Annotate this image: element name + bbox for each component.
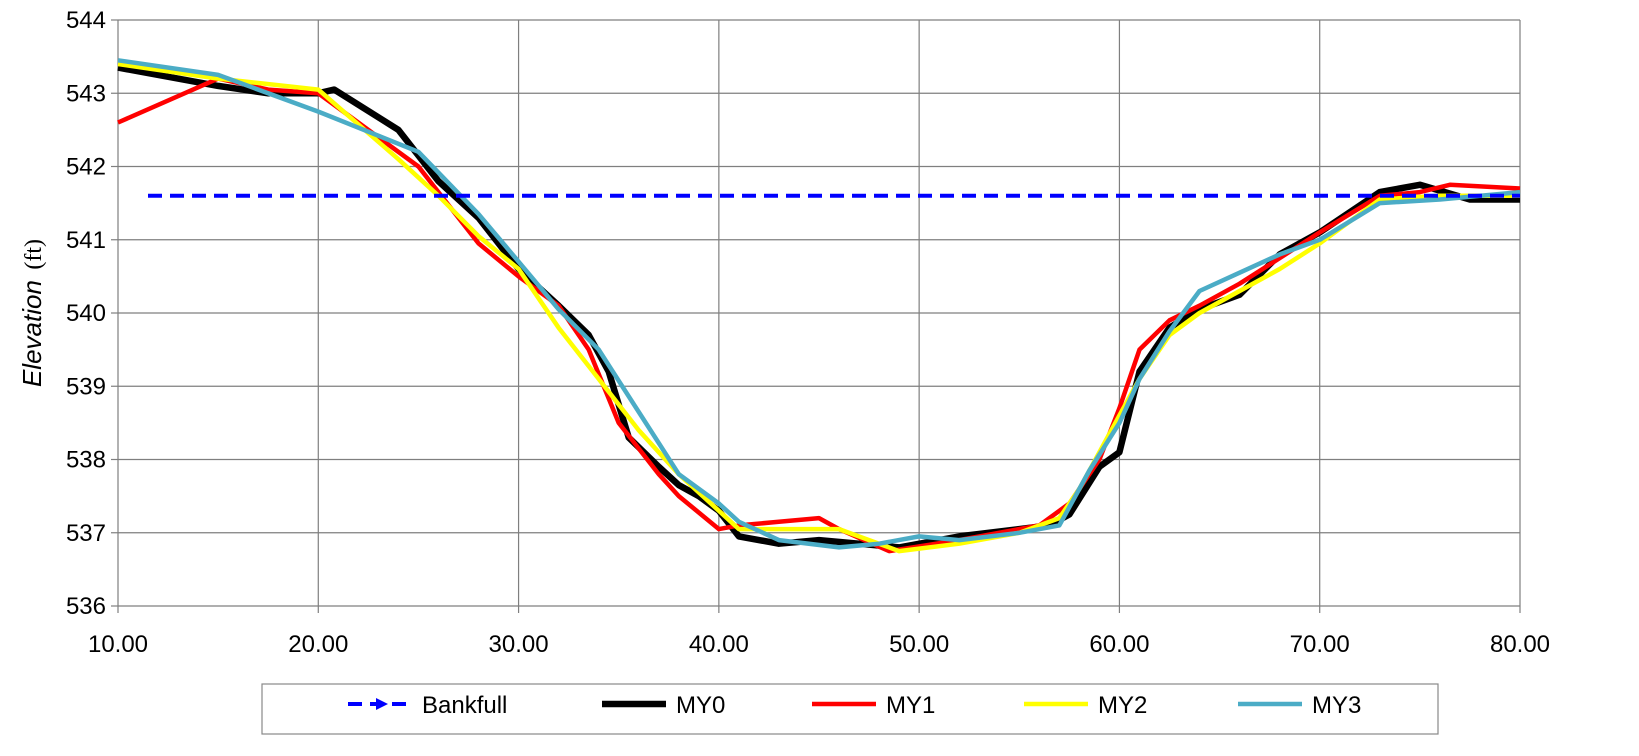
legend-label-my1: MY1 (886, 692, 935, 719)
legend-label-my2: MY2 (1098, 692, 1147, 719)
y-axis-label: Elevation (ft) (17, 239, 47, 387)
x-tick-label: 20.00 (288, 631, 348, 658)
y-tick-label: 539 (66, 373, 106, 400)
y-tick-label: 536 (66, 593, 106, 620)
legend-label-bankfull: Bankfull (422, 692, 507, 719)
y-tick-label: 544 (66, 7, 106, 34)
x-tick-label: 10.00 (88, 631, 148, 658)
y-tick-label: 537 (66, 520, 106, 547)
x-tick-label: 70.00 (1290, 631, 1350, 658)
legend-box (261, 683, 1439, 735)
y-tick-label: 541 (66, 227, 106, 254)
series-line-my2 (117, 61, 1520, 554)
x-tick-label: 80.00 (1490, 631, 1550, 658)
y-axis-label-unit: (ft) (21, 239, 47, 270)
y-axis-ticks: 536 537 538 539 540 541 542 543 544 (66, 7, 118, 620)
series-lines (117, 58, 1521, 554)
x-tick-label: 50.00 (889, 631, 949, 658)
x-tick-label: 60.00 (1089, 631, 1149, 658)
x-tick-label: 30.00 (489, 631, 549, 658)
legend: Bankfull MY0 MY1 MY2 MY3 (261, 683, 1439, 735)
y-tick-label: 543 (66, 80, 106, 107)
x-axis-ticks: 10.00 20.00 30.00 40.00 50.00 60.00 70.00 80.00 (88, 606, 1550, 658)
y-tick-label: 542 (66, 154, 106, 181)
legend-label-my0: MY0 (676, 692, 725, 719)
series-line-my3 (117, 58, 1521, 550)
legend-label-my3: MY3 (1312, 692, 1361, 719)
x-tick-label: 40.00 (689, 631, 749, 658)
legend-marker-arrow (376, 698, 388, 710)
y-tick-label: 538 (66, 447, 106, 474)
y-axis-label-text: Elevation (17, 280, 47, 387)
y-tick-label: 540 (66, 300, 106, 327)
